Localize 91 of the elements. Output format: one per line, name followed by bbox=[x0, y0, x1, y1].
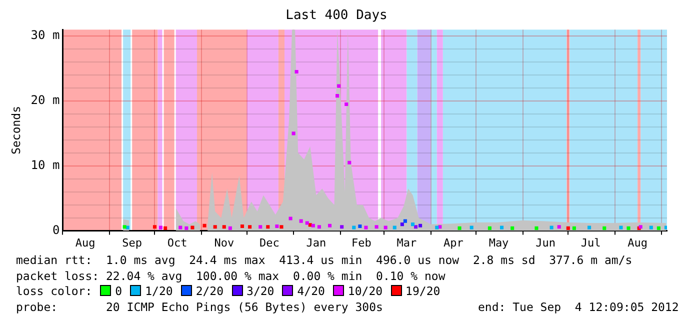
point bbox=[550, 226, 554, 230]
x-tick-label: Nov bbox=[214, 236, 234, 250]
point bbox=[664, 226, 667, 230]
point bbox=[280, 225, 284, 229]
point bbox=[222, 225, 226, 229]
point bbox=[328, 224, 332, 228]
point bbox=[534, 226, 538, 230]
point bbox=[572, 226, 576, 230]
point bbox=[435, 226, 439, 230]
point bbox=[619, 226, 623, 230]
point bbox=[336, 94, 340, 98]
point bbox=[418, 224, 422, 228]
text: median rtt: 1.0 ms avg 24.4 ms max 413.4 us min 496.0 us now 2.8 ms sd 377.6 m am/s bbox=[16, 253, 632, 268]
x-tick-label: Aug bbox=[75, 236, 96, 250]
point bbox=[248, 225, 252, 229]
point bbox=[299, 219, 303, 223]
x-tick-label: Feb bbox=[352, 236, 372, 250]
point bbox=[374, 225, 378, 229]
point bbox=[649, 226, 653, 230]
legend-label: 10/20 bbox=[348, 284, 383, 298]
point bbox=[352, 226, 356, 230]
point bbox=[292, 132, 296, 136]
text: packet loss: 22.04 % avg 100.00 % max 0.00 % min 0.10 % now bbox=[16, 268, 446, 284]
point bbox=[340, 225, 344, 229]
y-tick-label: 30 m bbox=[30, 28, 60, 42]
point bbox=[410, 222, 415, 226]
point bbox=[258, 225, 262, 229]
point bbox=[305, 221, 309, 225]
x-tick-label: Jul bbox=[580, 236, 601, 250]
point bbox=[240, 224, 244, 228]
point bbox=[164, 226, 168, 230]
chart-title: Last 400 Days bbox=[286, 8, 388, 24]
x-tick-label: Jun bbox=[536, 236, 556, 250]
point bbox=[126, 226, 130, 230]
point bbox=[184, 226, 188, 230]
point bbox=[656, 226, 660, 230]
legend-title: loss color: bbox=[16, 284, 92, 298]
text: probe: 20 ICMP Echo Pings (56 Bytes) every 300s bbox=[16, 300, 383, 314]
point bbox=[602, 226, 606, 230]
point bbox=[400, 222, 404, 226]
y-tick-label: 0 bbox=[52, 222, 60, 237]
legend-label: 2/20 bbox=[196, 284, 224, 298]
point bbox=[510, 226, 514, 230]
x-tick-label: Dec bbox=[259, 236, 280, 250]
point bbox=[348, 160, 352, 164]
point bbox=[566, 226, 570, 230]
y-tick-label: 10 m bbox=[30, 158, 60, 172]
point bbox=[358, 224, 362, 228]
legend-label: 4/20 bbox=[297, 284, 325, 298]
point bbox=[414, 225, 418, 229]
point bbox=[500, 226, 504, 230]
point bbox=[159, 226, 163, 230]
point bbox=[266, 225, 270, 229]
y-axis-title: Seconds bbox=[8, 106, 23, 154]
legend-label: 3/20 bbox=[246, 284, 274, 298]
point bbox=[392, 226, 396, 230]
point bbox=[228, 226, 232, 230]
y-tick-label: 20 m bbox=[30, 93, 60, 108]
text: end: Tue Sep 4 12:09:05 2012 bbox=[478, 300, 679, 315]
point bbox=[202, 224, 206, 228]
x-tick-label: Apr bbox=[444, 236, 464, 250]
point bbox=[557, 225, 561, 229]
point bbox=[213, 225, 217, 229]
x-tick-label: Oct bbox=[167, 236, 188, 250]
x-tick-label: Jan bbox=[306, 236, 326, 250]
point bbox=[588, 226, 592, 230]
point bbox=[458, 226, 462, 230]
point bbox=[438, 225, 442, 229]
point bbox=[337, 84, 341, 88]
legend-label: 19/20 bbox=[406, 284, 440, 298]
point bbox=[488, 226, 492, 230]
legend-label: 1/20 bbox=[145, 284, 173, 298]
point bbox=[403, 219, 407, 223]
point bbox=[317, 225, 321, 229]
point bbox=[178, 226, 182, 230]
point bbox=[288, 216, 292, 220]
point bbox=[190, 226, 194, 230]
x-tick-label: May bbox=[488, 236, 510, 250]
point bbox=[344, 102, 348, 106]
legend-label: 0 bbox=[115, 284, 122, 298]
x-tick-label: Sep bbox=[122, 236, 142, 250]
point bbox=[152, 225, 157, 229]
point bbox=[384, 226, 388, 230]
point bbox=[275, 224, 279, 228]
x-tick-label: Mar bbox=[396, 236, 418, 250]
point bbox=[364, 226, 368, 230]
point bbox=[626, 226, 630, 230]
point bbox=[294, 70, 298, 74]
x-tick-label: Aug bbox=[628, 236, 648, 250]
point bbox=[470, 226, 474, 230]
point bbox=[311, 224, 315, 228]
